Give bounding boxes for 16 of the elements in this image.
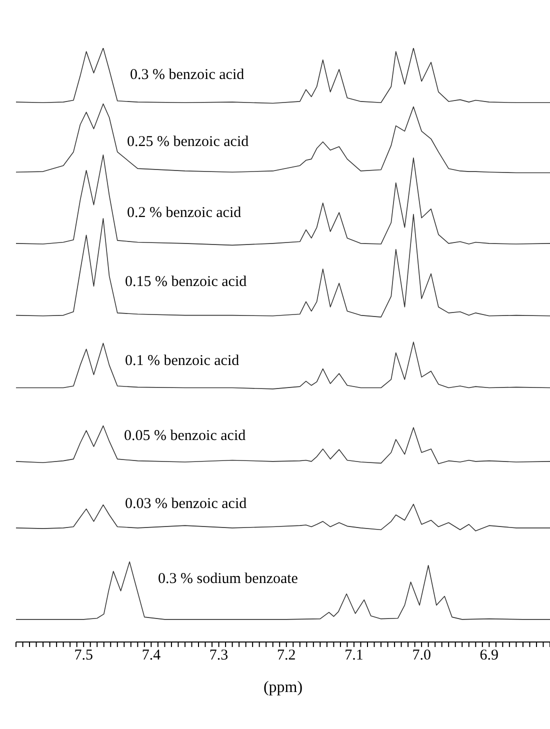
- x-tick-label: 7.5: [74, 648, 93, 664]
- series-label: 0.3 % sodium benzoate: [158, 571, 298, 588]
- series-label: 0.25 % benzoic acid: [127, 134, 249, 151]
- x-tick-label: 7.2: [277, 648, 296, 664]
- series-label: 0.3 % benzoic acid: [130, 67, 244, 84]
- series-label: 0.03 % benzoic acid: [125, 496, 247, 513]
- x-tick-label: 7.3: [209, 648, 228, 664]
- series-label: 0.05 % benzoic acid: [124, 428, 246, 445]
- series-label: 0.2 % benzoic acid: [127, 205, 242, 222]
- x-tick-label: 7.0: [412, 648, 431, 664]
- series-label: 0.15 % benzoic acid: [125, 274, 247, 291]
- x-tick-label: 7.1: [344, 648, 364, 664]
- series-label: 0.1 % benzoic acid: [125, 353, 240, 370]
- x-tick-label: 6.9: [480, 648, 499, 664]
- x-axis-title: (ppm): [263, 679, 303, 696]
- x-tick-label: 7.4: [142, 648, 162, 664]
